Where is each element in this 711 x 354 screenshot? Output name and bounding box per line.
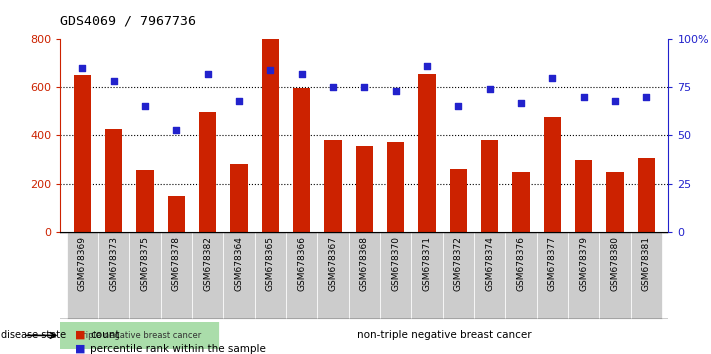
Text: GSM678381: GSM678381: [642, 236, 651, 291]
Bar: [568, 232, 599, 319]
Bar: [262, 39, 279, 232]
Point: [609, 98, 621, 103]
Bar: [98, 232, 129, 319]
Bar: [599, 232, 631, 319]
Bar: [537, 232, 568, 319]
Point: [422, 63, 433, 69]
Point: [171, 127, 182, 132]
Bar: [286, 232, 317, 319]
Bar: [293, 88, 310, 232]
Text: GSM678366: GSM678366: [297, 236, 306, 291]
Bar: [481, 140, 498, 232]
Bar: [105, 129, 122, 232]
Text: GSM678376: GSM678376: [517, 236, 525, 291]
Bar: [356, 145, 373, 232]
Bar: [412, 232, 443, 319]
Bar: [450, 169, 467, 232]
Point: [264, 67, 276, 73]
Point: [108, 79, 119, 84]
Point: [547, 75, 558, 80]
Point: [139, 104, 151, 109]
Text: GSM678364: GSM678364: [235, 236, 244, 291]
Bar: [161, 232, 192, 319]
Text: GSM678370: GSM678370: [391, 236, 400, 291]
Text: GSM678375: GSM678375: [141, 236, 149, 291]
Bar: [137, 170, 154, 232]
Text: ■: ■: [75, 344, 89, 354]
Text: percentile rank within the sample: percentile rank within the sample: [90, 344, 266, 354]
Bar: [67, 232, 98, 319]
Bar: [324, 140, 342, 232]
Text: GSM678367: GSM678367: [328, 236, 338, 291]
Bar: [223, 232, 255, 319]
Bar: [474, 232, 506, 319]
Point: [77, 65, 88, 71]
Bar: [60, 322, 220, 349]
Bar: [380, 232, 412, 319]
Text: GSM678365: GSM678365: [266, 236, 275, 291]
Point: [578, 94, 589, 100]
Point: [484, 86, 496, 92]
Point: [327, 84, 338, 90]
Text: disease state: disease state: [1, 330, 66, 341]
Bar: [443, 232, 474, 319]
Point: [359, 84, 370, 90]
Point: [641, 94, 652, 100]
Text: non-triple negative breast cancer: non-triple negative breast cancer: [357, 330, 532, 341]
Bar: [513, 172, 530, 232]
Text: count: count: [90, 330, 119, 339]
Point: [390, 88, 402, 94]
Text: GSM678373: GSM678373: [109, 236, 118, 291]
Text: triple negative breast cancer: triple negative breast cancer: [80, 331, 201, 340]
Bar: [419, 74, 436, 232]
Text: GSM678379: GSM678379: [579, 236, 588, 291]
Bar: [129, 232, 161, 319]
Text: GSM678371: GSM678371: [422, 236, 432, 291]
Text: GDS4069 / 7967736: GDS4069 / 7967736: [60, 14, 196, 27]
Point: [202, 71, 213, 76]
Text: ■: ■: [75, 330, 89, 339]
Bar: [74, 75, 91, 232]
Bar: [230, 164, 247, 232]
Point: [296, 71, 307, 76]
Bar: [168, 196, 185, 232]
Bar: [606, 172, 624, 232]
Bar: [638, 158, 655, 232]
Bar: [317, 232, 348, 319]
Bar: [387, 142, 405, 232]
Text: GSM678377: GSM678377: [548, 236, 557, 291]
Bar: [255, 232, 286, 319]
Bar: [506, 232, 537, 319]
Bar: [199, 113, 216, 232]
Bar: [631, 232, 662, 319]
Point: [453, 104, 464, 109]
Text: GSM678378: GSM678378: [172, 236, 181, 291]
Bar: [544, 116, 561, 232]
Bar: [348, 232, 380, 319]
Bar: [192, 232, 223, 319]
Text: GSM678380: GSM678380: [611, 236, 619, 291]
Text: GSM678372: GSM678372: [454, 236, 463, 291]
Text: GSM678382: GSM678382: [203, 236, 212, 291]
Bar: [575, 160, 592, 232]
Text: GSM678368: GSM678368: [360, 236, 369, 291]
Point: [233, 98, 245, 103]
Text: GSM678374: GSM678374: [485, 236, 494, 291]
Text: GSM678369: GSM678369: [78, 236, 87, 291]
Point: [515, 100, 527, 105]
